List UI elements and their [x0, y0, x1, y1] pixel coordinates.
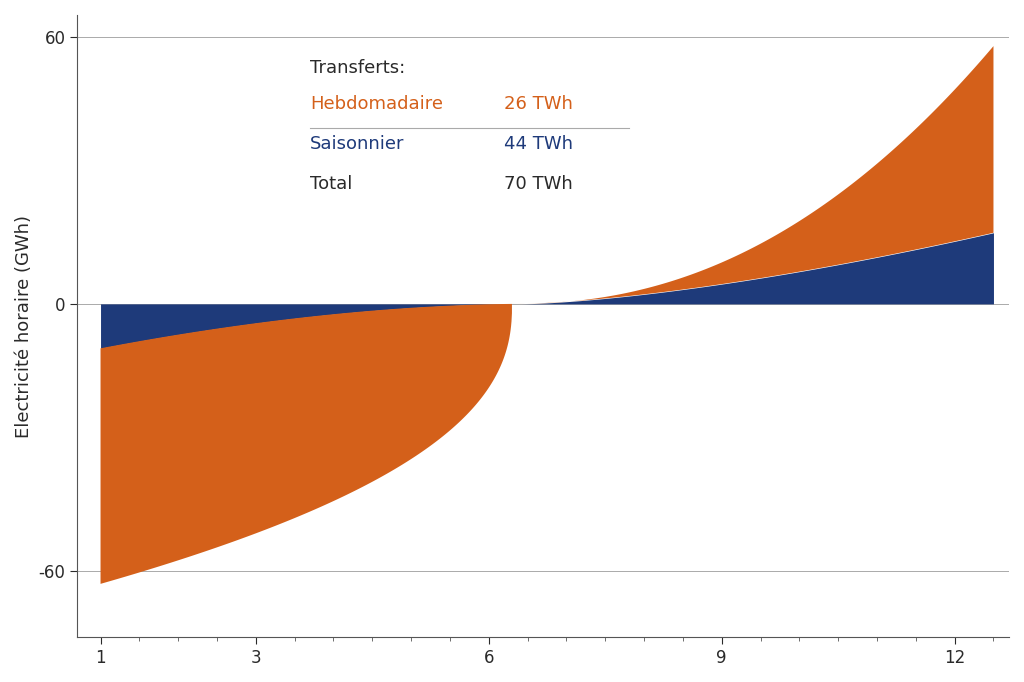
Text: Total: Total	[310, 175, 352, 193]
Text: Saisonnier: Saisonnier	[310, 135, 404, 153]
Text: 70 TWh: 70 TWh	[504, 175, 573, 193]
Text: 26 TWh: 26 TWh	[504, 95, 573, 113]
Y-axis label: Electricité horaire (GWh): Electricité horaire (GWh)	[15, 215, 33, 438]
Text: 44 TWh: 44 TWh	[504, 135, 573, 153]
Text: Transferts:: Transferts:	[310, 59, 406, 78]
Text: Hebdomadaire: Hebdomadaire	[310, 95, 443, 113]
